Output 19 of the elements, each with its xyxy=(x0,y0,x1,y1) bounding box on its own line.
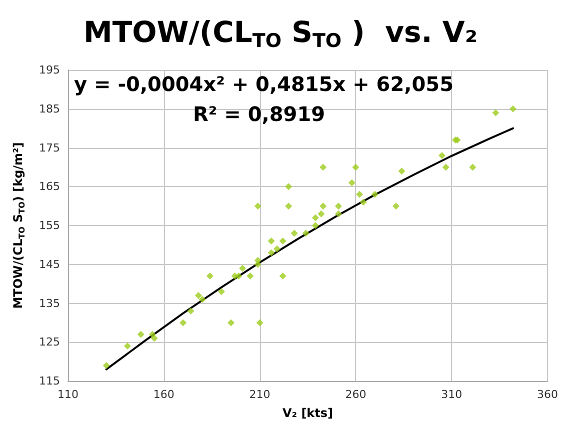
y-tick-label: 165 xyxy=(39,180,60,194)
annotation: R² = 0,8919 xyxy=(193,102,326,126)
y-tick-label: 195 xyxy=(39,64,60,76)
y-tick-label: 175 xyxy=(39,141,60,154)
x-tick-label: 360 xyxy=(537,388,558,401)
x-tick-label: 260 xyxy=(345,388,366,401)
x-tick-label: 210 xyxy=(249,388,270,401)
y-axis-title: MTOW/(CLTO STO) [kg/m²] xyxy=(11,142,26,309)
y-tick-label: 125 xyxy=(39,336,60,349)
y-tick-label: 115 xyxy=(39,374,60,388)
x-tick-label: 160 xyxy=(153,388,174,401)
x-axis-title: V₂ [kts] xyxy=(282,406,334,420)
annotation: y = -0,0004x² + 0,4815x + 62,055 xyxy=(74,72,454,96)
y-tick-label: 155 xyxy=(39,219,60,232)
x-tick-label: 310 xyxy=(441,388,462,401)
y-tick-label: 145 xyxy=(39,258,60,271)
y-tick-label: 185 xyxy=(39,102,60,116)
y-tick-label: 135 xyxy=(39,296,60,310)
x-tick-label: 110 xyxy=(58,388,78,401)
